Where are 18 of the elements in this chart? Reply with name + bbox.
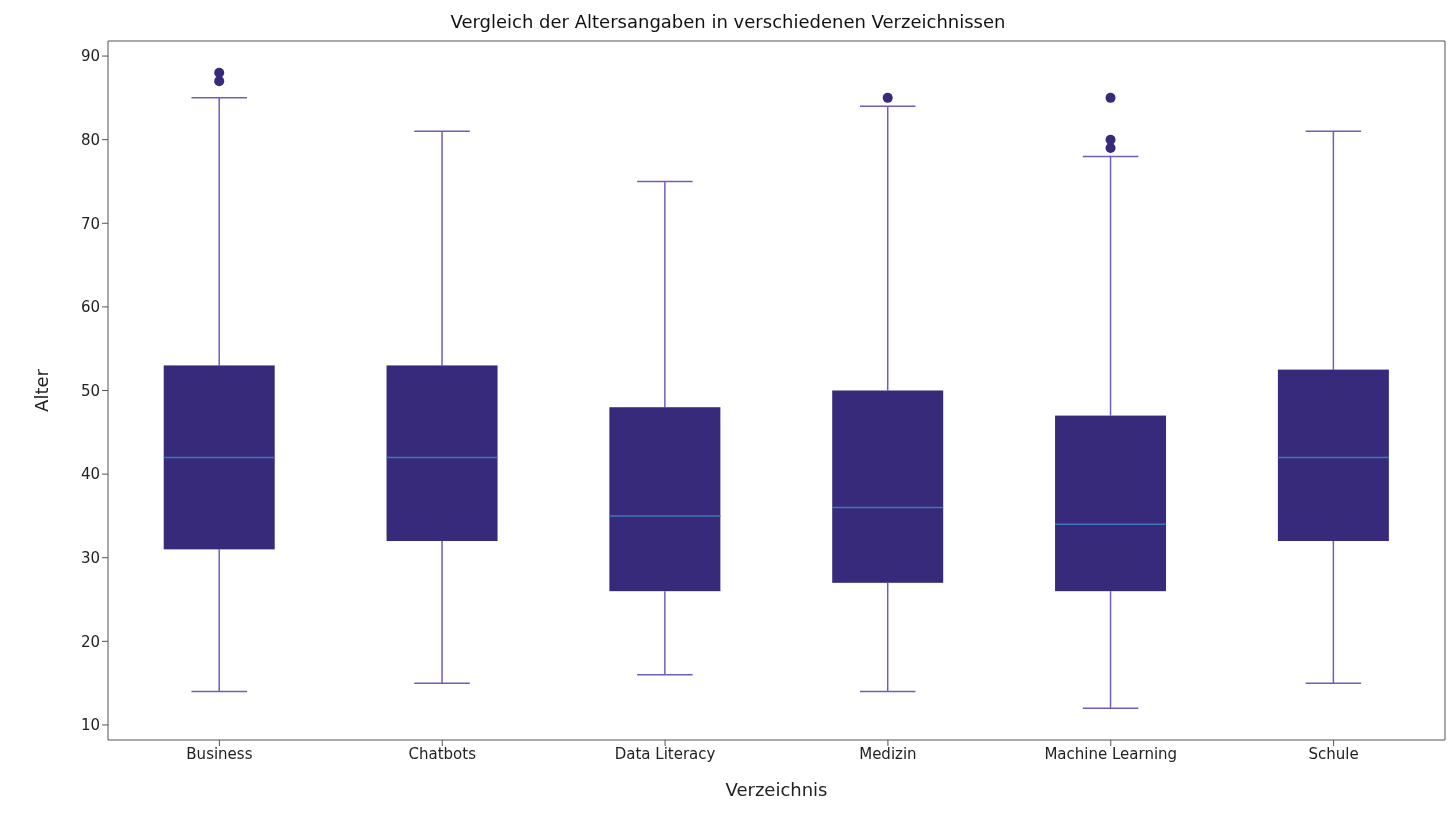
x-tick-label: Business <box>186 744 253 763</box>
y-tick-label: 60 <box>80 298 100 317</box>
x-axis-title: Verzeichnis <box>725 779 828 800</box>
y-axis-title: Alter <box>31 368 53 412</box>
x-tick-label: Machine Learning <box>1044 744 1178 763</box>
x-tick-label: Chatbots <box>408 744 477 763</box>
y-tick-label: 10 <box>80 716 100 735</box>
y-tick-label: 50 <box>80 381 100 400</box>
chart-title: Vergleich der Altersangaben in verschiedenen Verzeichnissen <box>449 10 1007 34</box>
y-tick-label: 70 <box>80 214 100 233</box>
y-tick-label: 90 <box>80 47 100 66</box>
y-tick-label: 30 <box>80 549 100 568</box>
y-tick-label: 40 <box>80 465 100 484</box>
x-tick-label: Medizin <box>859 744 917 763</box>
x-tick-label: Schule <box>1308 744 1359 763</box>
y-tick-label: 80 <box>80 130 100 149</box>
y-tick-label: 20 <box>80 632 100 651</box>
x-tick-label: Data Literacy <box>614 744 716 763</box>
